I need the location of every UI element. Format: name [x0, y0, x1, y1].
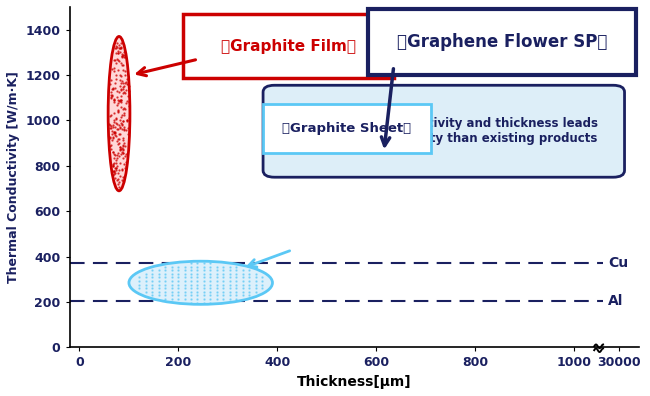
- Text: High thermal conductivity and thickness leads
better cooling capacity than exist: High thermal conductivity and thickness …: [290, 117, 598, 145]
- Text: 【Graphene Flower SP】: 【Graphene Flower SP】: [397, 33, 607, 51]
- Y-axis label: Thermal Conductivity [W/m·K]: Thermal Conductivity [W/m·K]: [7, 71, 20, 283]
- X-axis label: Thickness[μm]: Thickness[μm]: [297, 375, 411, 389]
- FancyBboxPatch shape: [263, 85, 625, 177]
- FancyBboxPatch shape: [183, 14, 394, 78]
- Ellipse shape: [129, 261, 272, 305]
- FancyBboxPatch shape: [263, 104, 431, 153]
- FancyBboxPatch shape: [369, 9, 636, 75]
- Text: 【Graphite Sheet】: 【Graphite Sheet】: [283, 122, 411, 135]
- Text: 【Graphite Film】: 【Graphite Film】: [221, 38, 356, 53]
- Text: Cu: Cu: [608, 257, 628, 270]
- Ellipse shape: [108, 36, 130, 191]
- Text: Al: Al: [608, 294, 623, 308]
